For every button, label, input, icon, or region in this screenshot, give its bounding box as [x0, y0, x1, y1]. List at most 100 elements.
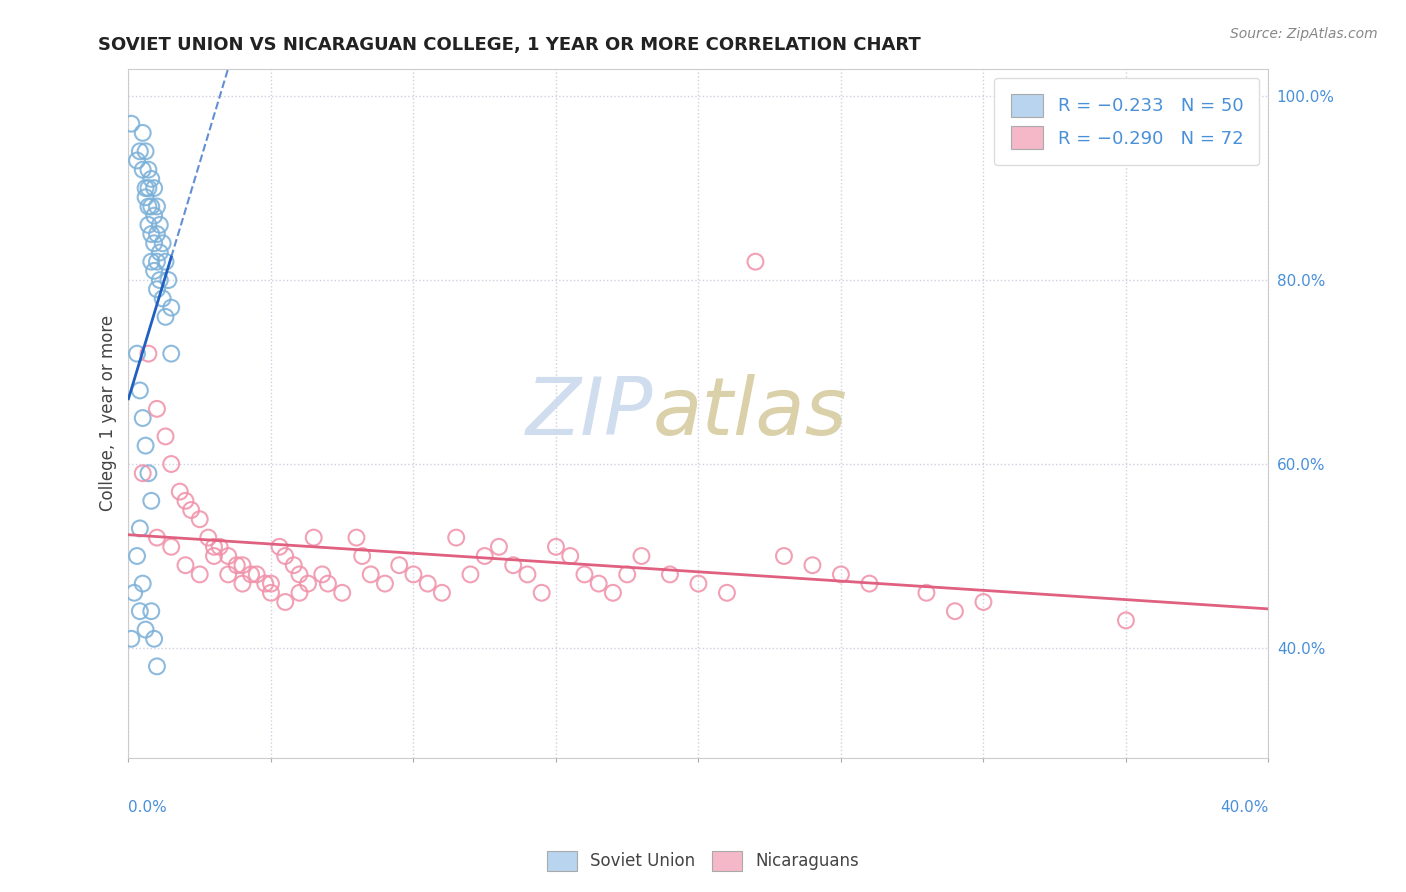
Point [188, 512, 211, 526]
Point [283, 558, 305, 573]
Point [160, 457, 183, 471]
Point [488, 540, 510, 554]
Point [197, 531, 219, 545]
Point [180, 503, 202, 517]
Point [330, 586, 353, 600]
Point [128, 521, 150, 535]
Point [516, 567, 538, 582]
Point [915, 586, 938, 600]
Point [138, 218, 160, 232]
Point [311, 567, 333, 582]
Point [141, 254, 163, 268]
Legend: Soviet Union, Nicaraguans: Soviet Union, Nicaraguans [538, 842, 868, 880]
Point [169, 484, 191, 499]
Point [125, 346, 148, 360]
Point [125, 549, 148, 563]
Point [143, 632, 166, 646]
Point [141, 604, 163, 618]
Point [174, 558, 197, 573]
Point [274, 549, 297, 563]
Point [346, 531, 368, 545]
Point [138, 199, 160, 213]
Text: atlas: atlas [652, 375, 848, 452]
Point [135, 439, 157, 453]
Point [146, 531, 169, 545]
Point [138, 467, 160, 481]
Point [152, 292, 174, 306]
Point [297, 576, 319, 591]
Point [302, 531, 325, 545]
Point [858, 576, 880, 591]
Point [530, 586, 553, 600]
Point [155, 254, 177, 268]
Point [560, 549, 582, 563]
Point [260, 576, 283, 591]
Point [138, 162, 160, 177]
Point [155, 310, 177, 324]
Point [141, 493, 163, 508]
Point [288, 586, 311, 600]
Point [146, 254, 169, 268]
Point [616, 567, 638, 582]
Point [972, 595, 994, 609]
Point [588, 576, 610, 591]
Point [416, 576, 439, 591]
Point [208, 540, 231, 554]
Point [146, 199, 169, 213]
Point [160, 346, 183, 360]
Point [502, 558, 524, 573]
Point [135, 145, 157, 159]
Point [544, 540, 567, 554]
Point [160, 540, 183, 554]
Point [120, 117, 142, 131]
Point [460, 567, 482, 582]
Point [688, 576, 710, 591]
Point [316, 576, 339, 591]
Point [155, 429, 177, 443]
Y-axis label: College, 1 year or more: College, 1 year or more [100, 316, 117, 511]
Point [246, 567, 269, 582]
Point [146, 659, 169, 673]
Point [217, 549, 239, 563]
Point [149, 245, 172, 260]
Point [430, 586, 453, 600]
Point [128, 384, 150, 398]
Text: 40.0%: 40.0% [1220, 800, 1268, 814]
Point [149, 273, 172, 287]
Point [146, 227, 169, 241]
Point [120, 632, 142, 646]
Point [135, 181, 157, 195]
Point [574, 567, 596, 582]
Point [122, 586, 145, 600]
Point [388, 558, 411, 573]
Point [138, 346, 160, 360]
Point [128, 145, 150, 159]
Point [716, 586, 738, 600]
Point [274, 595, 297, 609]
Point [444, 531, 467, 545]
Point [217, 567, 239, 582]
Point [138, 181, 160, 195]
Point [269, 540, 291, 554]
Point [943, 604, 966, 618]
Text: Source: ZipAtlas.com: Source: ZipAtlas.com [1230, 27, 1378, 41]
Legend: R = −0.233   N = 50, R = −0.290   N = 72: R = −0.233 N = 50, R = −0.290 N = 72 [994, 78, 1260, 166]
Point [352, 549, 374, 563]
Point [160, 301, 183, 315]
Point [240, 567, 263, 582]
Point [125, 153, 148, 168]
Point [152, 236, 174, 251]
Point [202, 549, 225, 563]
Point [1115, 613, 1137, 627]
Point [141, 199, 163, 213]
Point [132, 411, 155, 425]
Text: SOVIET UNION VS NICARAGUAN COLLEGE, 1 YEAR OR MORE CORRELATION CHART: SOVIET UNION VS NICARAGUAN COLLEGE, 1 YE… [98, 36, 921, 54]
Point [128, 604, 150, 618]
Point [157, 273, 180, 287]
Point [132, 467, 155, 481]
Point [143, 209, 166, 223]
Point [830, 567, 852, 582]
Point [135, 190, 157, 204]
Point [254, 576, 277, 591]
Point [143, 181, 166, 195]
